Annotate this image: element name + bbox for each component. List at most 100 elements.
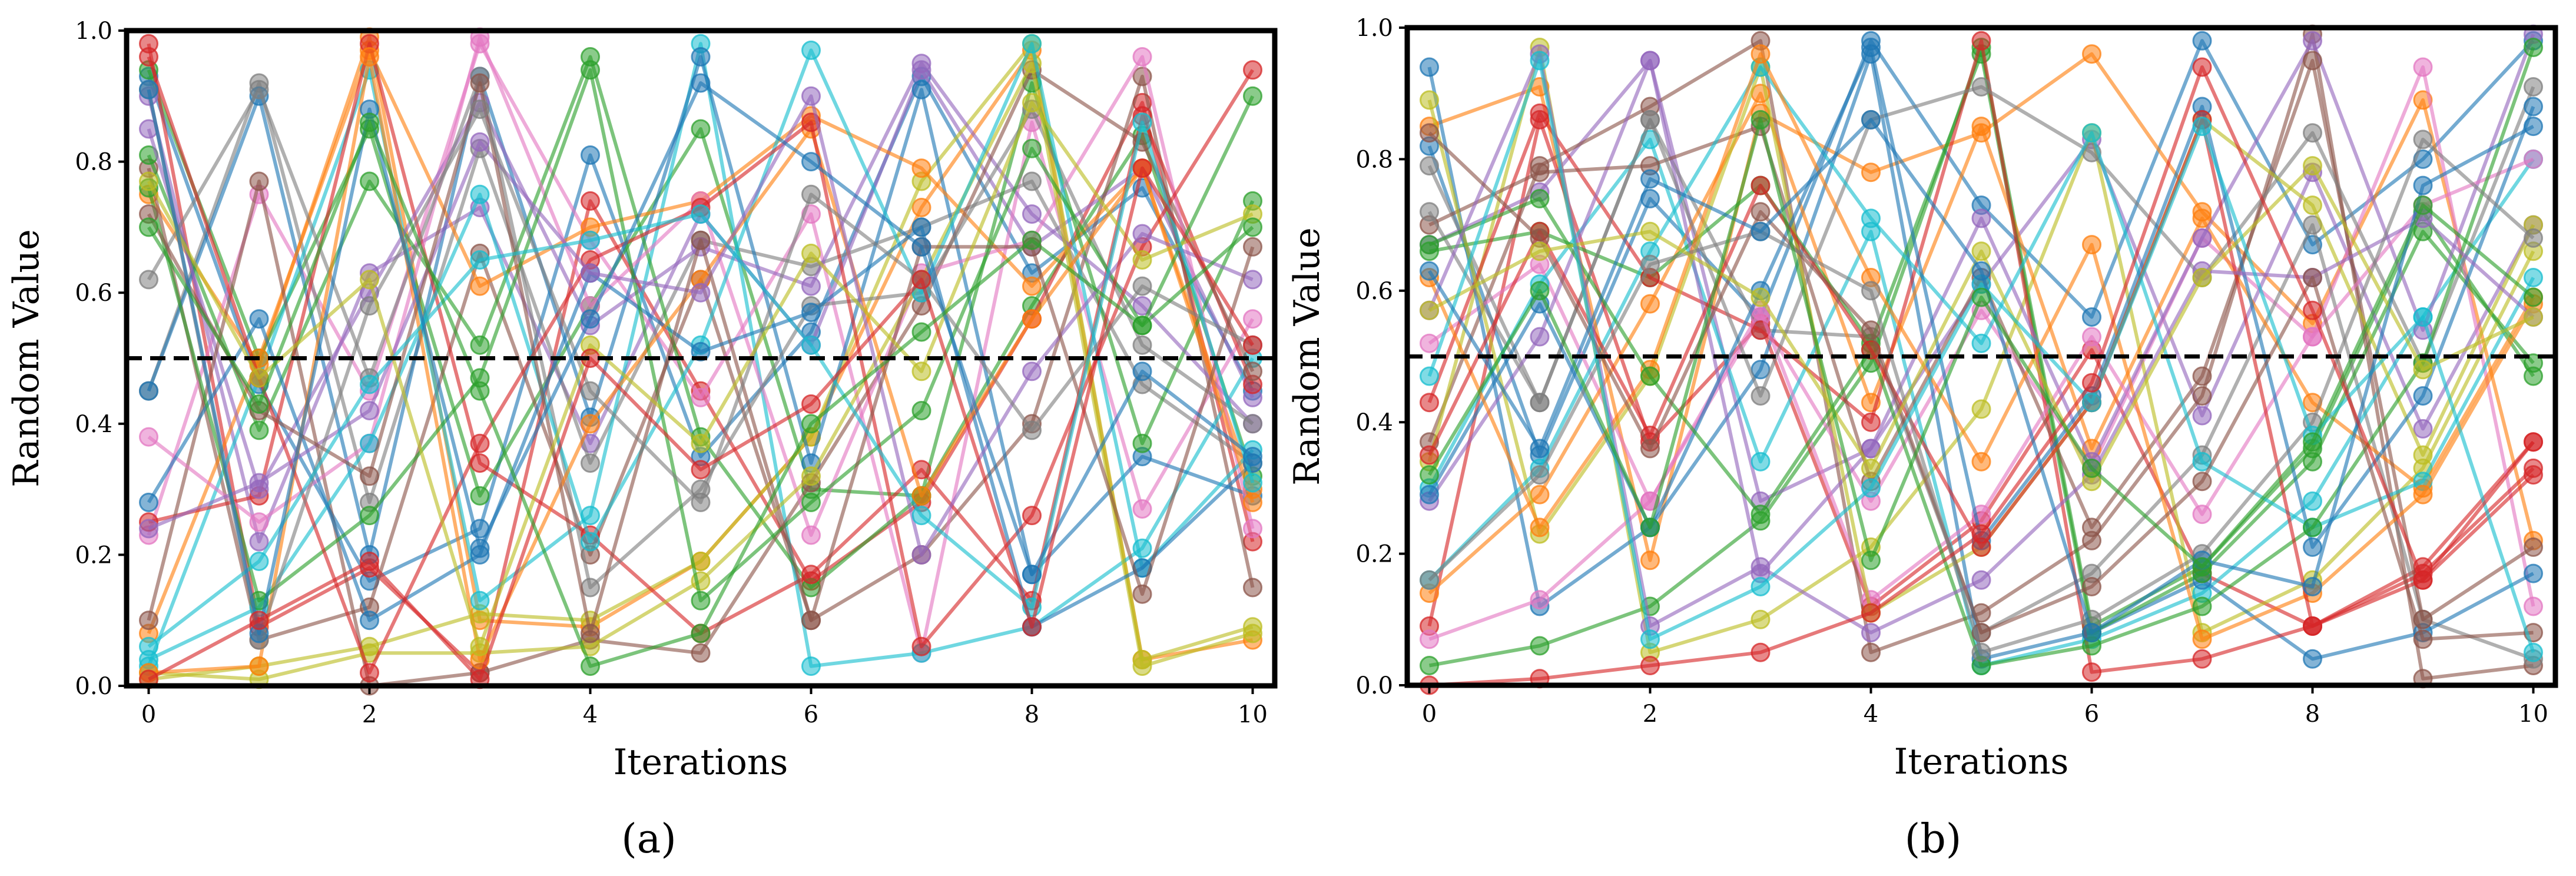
panel-a-data-point <box>581 309 600 329</box>
panel-a-data-point <box>801 152 821 172</box>
panel-a-data-point <box>1243 217 1262 237</box>
panel-b-data-point <box>2524 353 2543 373</box>
panel-b-data-point <box>1640 656 1660 675</box>
panel-a-data-point <box>801 303 821 323</box>
panel-a-data-point <box>470 99 490 120</box>
panel-b-x-tick-label: 10 <box>2518 701 2548 728</box>
panel-a-data-point <box>249 473 269 493</box>
panel-a-data-point <box>249 610 269 631</box>
panel-b-data-point <box>2413 130 2433 150</box>
panel-b-data-point <box>2303 195 2322 215</box>
panel-b-data-point <box>2303 51 2322 71</box>
panel-a-data-point <box>911 237 931 257</box>
panel-a-data-point <box>249 656 269 676</box>
panel-a-x-tick-label: 6 <box>804 701 818 728</box>
panel-a-x-tick-label: 10 <box>1238 701 1268 728</box>
panel-a-data-point <box>911 158 931 178</box>
panel-a-data-point <box>470 381 490 401</box>
panel-b-x-tick-label: 6 <box>2084 701 2099 728</box>
panel-a-y-tick-label: 0.8 <box>75 149 112 176</box>
panel-a-data-point <box>470 276 490 296</box>
panel-b-data-point <box>1420 235 1439 255</box>
panel-b-data-point <box>2082 123 2101 143</box>
panel-a-data-point <box>1022 309 1042 329</box>
panel-a-data-point <box>139 636 158 656</box>
panel-a-data-point <box>1022 230 1042 250</box>
panel-a-data-point <box>1132 656 1152 676</box>
panel-b-data-point <box>2192 557 2212 577</box>
panel-b-data-point <box>2524 117 2543 137</box>
panel-a-data-point <box>139 217 158 237</box>
panel-b-data-point <box>2524 432 2543 452</box>
panel-b-data-point <box>2082 235 2101 255</box>
panel-a-data-point <box>1243 86 1262 106</box>
panel-b-y-tick-label: 0.4 <box>1355 409 1393 436</box>
panel-b-data-point <box>2303 517 2322 537</box>
panel-a-data-point <box>1243 361 1262 381</box>
panel-a-data-point <box>801 335 821 355</box>
panel-a-data-point <box>249 309 269 329</box>
panel-a-data-point <box>1022 34 1042 54</box>
panel-b-data-point <box>2524 307 2543 327</box>
panel-a-data-point <box>1243 309 1262 329</box>
panel-a-data-point <box>360 401 379 420</box>
panel-a-data-point <box>911 401 931 420</box>
panel-b-data-point <box>1530 51 1550 71</box>
panel-b-y-tick-label: 0.8 <box>1355 146 1393 173</box>
panel-b-data-point <box>2192 386 2212 406</box>
panel-b-x-tick-label: 0 <box>1422 701 1437 728</box>
panel-b-data-point <box>2524 287 2543 307</box>
panel-a-data-point <box>1132 335 1152 355</box>
panel-a-data-point <box>139 381 158 401</box>
panel-b-data-point <box>2303 432 2322 452</box>
panel-a-data-point <box>1132 499 1152 519</box>
panel-b-data-point <box>1420 656 1439 675</box>
panel-a-data-point <box>691 460 711 480</box>
panel-a-data-point <box>1022 138 1042 158</box>
panel-a-x-tick-label: 2 <box>362 701 377 728</box>
panel-b-data-point <box>2303 649 2322 669</box>
panel-a-data-point <box>1243 473 1262 493</box>
panel-a-data-point <box>249 394 269 414</box>
panel-a-data-point <box>911 79 931 99</box>
panel-a-data-point <box>470 335 490 355</box>
panel-b-series-s28 <box>1420 156 2543 492</box>
panel-b-data-point <box>2082 307 2101 327</box>
panel-a-data-point <box>691 433 711 453</box>
panel-a-data-point <box>801 184 821 204</box>
panel-a-data-point <box>1132 250 1152 270</box>
panel-b-data-point <box>1971 77 1991 97</box>
panel-a-data-point <box>581 623 600 643</box>
panel-b-y-tick-label: 0.6 <box>1355 278 1393 305</box>
panel-b-data-point <box>2413 360 2433 380</box>
panel-b-data-point <box>2082 327 2101 347</box>
panel-a-data-point <box>801 565 821 585</box>
panel-a-data-point <box>801 656 821 676</box>
panel-a-data-point <box>691 73 711 93</box>
panel-b-data-point <box>2192 629 2212 649</box>
panel-a-data-point <box>470 250 490 270</box>
panel-a-series-layer <box>139 27 1262 696</box>
panel-a-data-point <box>911 636 931 656</box>
panel-b-data-point <box>1861 320 1881 340</box>
panel-a-data-point <box>581 453 600 473</box>
panel-a-data-point <box>1022 204 1042 224</box>
panel-b-data-point <box>2192 505 2212 525</box>
panel-b-caption: (b) <box>1905 816 1962 862</box>
panel-b-data-point <box>1530 465 1550 485</box>
panel-a-data-point <box>249 171 269 191</box>
panel-b-data-point <box>1861 603 1881 623</box>
panel-a-data-point <box>470 590 490 610</box>
panel-a-data-point <box>581 230 600 250</box>
panel-b-data-point <box>1640 294 1660 314</box>
panel-b-data-point <box>1861 162 1881 182</box>
panel-a-data-point <box>470 433 490 453</box>
panel-a-data-point <box>911 198 931 217</box>
panel-b-data-point <box>2192 57 2212 77</box>
panel-b-data-point <box>2413 629 2433 649</box>
panel-b-data-point <box>1530 103 1550 123</box>
panel-a-data-point <box>470 132 490 152</box>
panel-b-data-point <box>1530 162 1550 182</box>
panel-a-data-point <box>470 486 490 506</box>
panel-b-data-point <box>1751 175 1771 195</box>
